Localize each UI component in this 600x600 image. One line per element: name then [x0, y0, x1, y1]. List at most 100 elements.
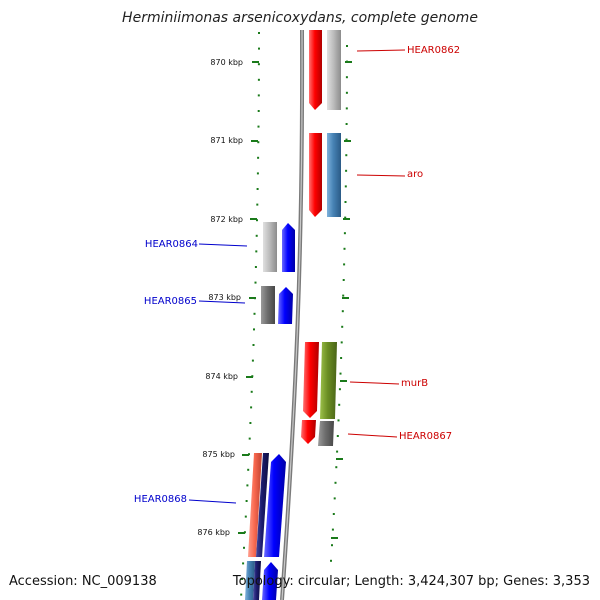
gene-murb-arrow[interactable]: [303, 342, 319, 418]
ruler-dot: [331, 528, 334, 531]
ruler-dot: [245, 500, 248, 502]
gene-label-hear0864[interactable]: HEAR0864: [145, 239, 198, 250]
ruler-dot: [330, 559, 332, 562]
ruler-dot: [341, 310, 344, 313]
ruler-dot: [345, 123, 348, 125]
ruler-dot: [345, 76, 348, 79]
ruler-dot: [249, 422, 252, 424]
ruler-dot: [341, 325, 344, 328]
gene-hear0868-arrow[interactable]: [264, 454, 286, 557]
ruler-dot: [258, 32, 260, 34]
connector-hear0865: [198, 300, 246, 304]
connector-hear0864: [198, 243, 248, 247]
gene-hear0864-feature[interactable]: [263, 222, 277, 272]
gene-hear0868-feature-a[interactable]: [248, 453, 262, 557]
gene-label-hear0867[interactable]: HEAR0867: [399, 431, 452, 442]
ruler-dot: [254, 281, 257, 284]
gene-label-murb[interactable]: murB: [401, 378, 428, 389]
ruler-dot: [346, 45, 348, 47]
tick-label-874: 874 kbp: [205, 372, 238, 381]
ruler-dot: [257, 110, 260, 112]
ruler-dot: [246, 484, 249, 487]
ruler-dot: [242, 562, 245, 565]
ruler-dot: [257, 78, 260, 81]
gene-aro-arrow[interactable]: [309, 133, 322, 217]
tick-label-873: 873 kbp: [208, 293, 241, 302]
ruler-dot: [253, 312, 256, 315]
ruler-dot: [344, 216, 347, 219]
ruler-dot: [257, 125, 260, 128]
gene-hear0868-feature-b[interactable]: [256, 453, 269, 557]
gene-hear0862-arrow[interactable]: [309, 30, 322, 110]
gene-bottom-feature-b[interactable]: [253, 561, 261, 600]
ruler-dot: [256, 203, 259, 206]
ruler-dot: [343, 232, 346, 235]
ruler-dot: [254, 266, 257, 268]
tick-label-871: 871 kbp: [210, 136, 243, 145]
connector-hear0867: [347, 433, 398, 438]
gene-hear0864-arrow[interactable]: [282, 223, 295, 272]
ruler-dot: [345, 154, 348, 157]
ruler-dot: [339, 372, 342, 375]
ruler-dot: [340, 357, 343, 359]
ruler-dot: [335, 466, 338, 469]
ruler-dot: [342, 294, 345, 297]
ruler-dot: [250, 390, 253, 393]
tick-label-876: 876 kbp: [197, 528, 230, 537]
gene-label-hear0865[interactable]: HEAR0865: [144, 296, 197, 307]
tick-label-875: 875 kbp: [202, 450, 235, 459]
ruler-dot: [343, 263, 346, 266]
gene-bottom-feature-a[interactable]: [245, 561, 255, 600]
gene-label-hear0862[interactable]: HEAR0862: [407, 45, 460, 56]
ruler-dot: [334, 481, 337, 484]
ruler-dot: [256, 219, 258, 222]
ruler-dot: [338, 403, 341, 406]
ruler-dot: [336, 450, 339, 453]
ruler-dot: [255, 250, 258, 253]
gene-hear0865-feature[interactable]: [261, 286, 275, 324]
ruler-dot: [255, 234, 258, 237]
ruler-dot: [343, 247, 346, 250]
ruler-dot: [337, 419, 340, 422]
ruler-dot: [248, 437, 251, 440]
gene-labels: HEAR0862 aro HEAR0864 HEAR0865 murB HEAR…: [134, 45, 460, 505]
ruler-dot: [340, 341, 343, 344]
ruler-dot: [331, 544, 333, 547]
gene-bottom-arrow[interactable]: [262, 562, 278, 600]
gene-hear0867-feature[interactable]: [318, 421, 334, 446]
gene-murb-feature[interactable]: [320, 342, 337, 419]
gene-aro-feature[interactable]: [327, 133, 341, 217]
forward-features: [301, 30, 341, 446]
ruler-dot: [345, 107, 348, 110]
label-connectors: [188, 49, 406, 504]
ruler-dot: [251, 359, 254, 362]
ruler-dot: [257, 156, 260, 159]
genome-summary: Topology: circular; Length: 3,424,307 bp…: [232, 574, 590, 589]
ruler-dot: [257, 63, 260, 66]
ruler-dot: [252, 344, 255, 346]
gene-label-aro[interactable]: aro: [407, 169, 423, 180]
ruler-dot: [342, 279, 345, 281]
gene-hear0865-arrow[interactable]: [278, 287, 293, 324]
gene-hear0862-feature[interactable]: [327, 30, 341, 110]
ruler-dot: [257, 94, 260, 97]
map-title: Herminiimonas arsenicoxydans, complete g…: [122, 10, 478, 26]
ruler-dot: [247, 468, 250, 471]
gene-hear0867-arrow[interactable]: [301, 420, 316, 444]
ruler-dot: [241, 578, 244, 580]
ruler-right: [330, 45, 348, 562]
tick-labels: 870 kbp 871 kbp 872 kbp 873 kbp 874 kbp …: [197, 58, 352, 539]
ruler-dot: [253, 328, 255, 331]
gene-label-hear0868[interactable]: HEAR0868: [134, 494, 187, 505]
ruler-dot: [338, 388, 341, 391]
ruler-dot: [345, 138, 348, 141]
ruler-dot: [336, 435, 339, 437]
ruler-dot: [240, 593, 243, 596]
ruler-dot: [250, 406, 253, 409]
ruler-dot: [256, 188, 259, 190]
ruler-dot: [345, 169, 348, 172]
genome-backbone-highlight: [281, 29, 303, 600]
connector-aro: [356, 174, 406, 177]
tick-label-870: 870 kbp: [210, 58, 243, 67]
